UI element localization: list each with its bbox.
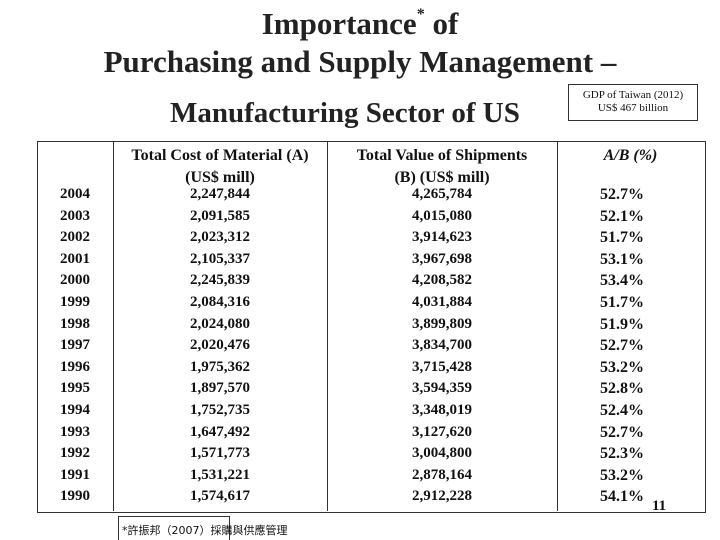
table-cell-cost: 2,020,476 [190,337,250,354]
table-cell-year: 1997 [60,337,90,354]
table-divider [557,141,558,511]
table-cell-year: 1995 [60,380,90,397]
table-cell-ratio: 51.7% [600,293,644,311]
table-cell-year: 1996 [60,358,90,375]
table-cell-cost: 2,247,844 [190,186,250,202]
table-cell-year: 2002 [60,229,90,246]
table-cell-value: 3,715,428 [412,358,472,375]
slide-title-line-1: Importance* of [0,5,720,41]
table-cell-cost: 2,105,337 [190,250,250,267]
table-cell-ratio: 52.7% [600,423,644,441]
table-cell-cost: 1,571,773 [190,445,250,462]
table-cell-cost: 1,975,362 [190,358,250,375]
table-cell-cost: 1,752,735 [190,401,250,418]
slide-title-line-3: Manufacturing Sector of US [170,97,520,129]
table-cell-cost: 2,023,312 [190,229,250,246]
table-cell-value: 3,899,809 [412,315,472,332]
table-cell-cost: 1,897,570 [190,380,250,397]
table-cell-value: 3,127,620 [412,423,472,440]
table-cell-ratio: 53.4% [600,272,644,290]
table-cell-ratio: 53.1% [600,250,644,268]
title-text-end: of [424,6,459,41]
table-cell-ratio: 53.2% [600,358,644,376]
table-cell-year: 1991 [60,466,90,483]
table-cell-value: 4,031,884 [412,293,472,310]
table-cell-cost: 2,084,316 [190,293,250,310]
table-cell-value: 2,912,228 [412,488,472,505]
slide-title-line-2: Purchasing and Supply Management – [103,44,617,79]
table-cell-ratio: 54.1% [600,488,644,506]
header-cost: Total Cost of Material (A) (US$ mill) [113,145,327,188]
table-cell-ratio: 52.8% [600,380,644,398]
table-cell-year: 2000 [60,272,90,289]
table-cell-year: 2004 [60,186,90,202]
table-cell-value: 4,015,080 [412,207,472,224]
table-cell-year: 1993 [60,423,90,440]
title-asterisk: * [416,5,425,23]
page-number: 11 [652,498,667,514]
table-cell-ratio: 52.7% [600,186,644,203]
table-cell-cost: 2,024,080 [190,315,250,332]
table-divider [327,141,328,511]
table-cell-year: 1992 [60,445,90,462]
gdp-note-box: GDP of Taiwan (2012) US$ 467 billion [568,84,698,121]
table-cell-ratio: 52.1% [600,207,644,225]
table-cell-value: 4,265,784 [412,186,472,202]
table-cell-cost: 2,245,839 [190,272,250,289]
table-cell-ratio: 52.7% [600,337,644,355]
table-cell-value: 3,004,800 [412,445,472,462]
table-cell-year: 2001 [60,250,90,267]
value-column: 4,265,784 4,015,080 3,914,623 3,967,698 4,20… [327,184,557,508]
table-cell-year: 2003 [60,207,90,224]
cost-column: 2,247,844 2,091,585 2,023,312 2,105,337 2,24… [113,184,327,508]
header-ratio: A/B (%) [603,147,658,164]
table-cell-ratio: 52.4% [600,401,644,419]
table-cell-value: 3,967,698 [412,250,472,267]
table-cell-cost: 1,647,492 [190,423,250,440]
data-table [37,141,706,513]
table-cell-value: 2,878,164 [412,466,472,483]
table-cell-ratio: 53.2% [600,466,644,484]
header-value-line-1: Total Value of Shipments [356,147,528,164]
header-value: Total Value of Shipments (B) (US$ mill) [327,145,557,188]
table-cell-year: 1990 [60,488,90,505]
table-cell-value: 3,834,700 [412,337,472,354]
table-cell-year: 1998 [60,315,90,332]
title-text: Importance [261,6,417,41]
table-cell-value: 4,208,582 [412,272,472,289]
table-cell-value: 3,914,623 [412,229,472,246]
header-value-line-2: (B) (US$ mill) [394,168,490,186]
ratio-column: 52.7% 52.1% 51.7% 53.1% 53.4% 51.7% 51.9% 52.7%… [557,184,687,508]
header-cost-line-1: Total Cost of Material (A) [131,147,309,164]
table-cell-value: 3,348,019 [412,401,472,418]
table-cell-year: 1999 [60,293,90,310]
table-cell-ratio: 52.3% [600,445,644,463]
table-cell-cost: 1,574,617 [190,488,250,505]
table-cell-value: 3,594,359 [412,380,472,397]
table-cell-cost: 2,091,585 [190,207,250,224]
header-cost-line-2: (US$ mill) [185,168,255,186]
table-cell-ratio: 51.9% [600,315,644,333]
year-column: 2004 2003 2002 2001 2000 1999 1998 1997 1996 1995… [37,184,113,508]
table-cell-ratio: 51.7% [600,229,644,247]
footnote: *許振邦（2007）採購與供應管理 [118,516,288,540]
gdp-note-line-1: GDP of Taiwan (2012) [582,89,684,101]
table-divider [113,141,114,511]
table-cell-year: 1994 [60,401,90,418]
table-cell-cost: 1,531,221 [190,466,250,483]
gdp-note-line-2: US$ 467 billion [597,102,669,114]
